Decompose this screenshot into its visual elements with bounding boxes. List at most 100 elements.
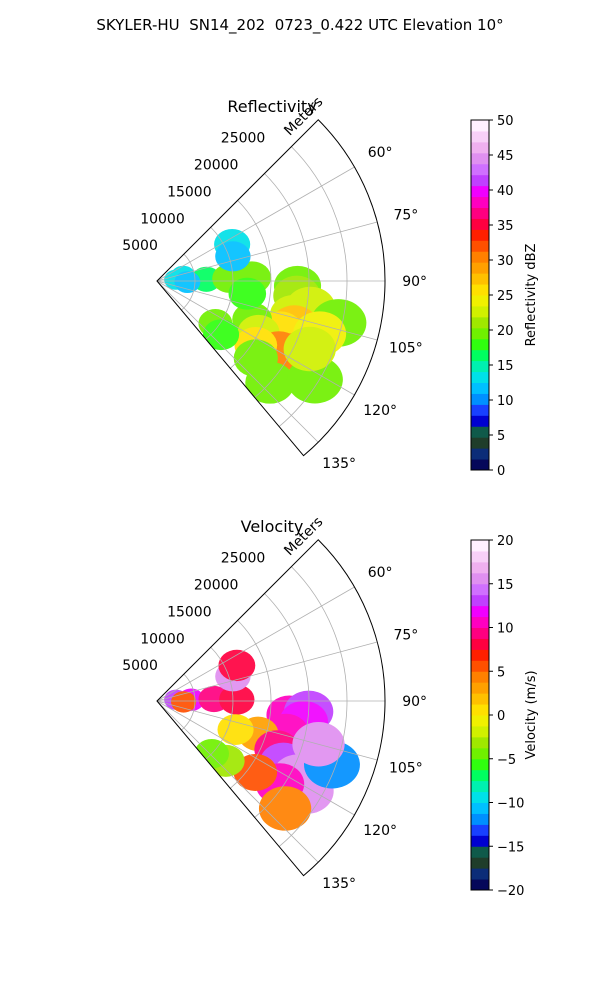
colorbar-swatch [471,736,489,749]
colorbar-tick-label: 5 [497,665,505,680]
colorbar-swatch [471,638,489,650]
angle-tick-label: 105° [389,341,423,357]
colorbar-swatch [471,616,489,628]
colorbar-swatch [471,660,489,672]
colorbar-swatch [471,338,489,351]
colorbar-swatch [471,437,489,449]
angle-tick-label: 120° [363,823,397,839]
colorbar-swatch [471,769,489,782]
angle-gridline [156,280,378,341]
angle-tick-label: 75° [393,207,418,223]
colorbar-tick-label: 40 [497,184,514,199]
colorbar-swatch [471,185,489,198]
angle-tick-label: 105° [389,761,423,777]
colorbar-swatch [471,426,489,438]
echo-cell [174,271,201,294]
colorbar-swatch [471,273,489,285]
colorbar-tick-label: 0 [497,709,505,724]
angle-tick-label: 120° [363,403,397,419]
colorbar-swatch [471,682,489,694]
colorbar-swatch [471,824,489,836]
colorbar-swatch [471,218,489,230]
panel-velocity: 5000 10000 15000 20000 25000 60° 75° 90° 105° 120… [122,514,539,899]
colorbar-swatch [471,583,489,596]
colorbar-swatch [471,758,489,771]
angle-gridline [156,586,355,702]
colorbar-label: Velocity (m/s) [524,670,539,759]
colorbar-swatch [471,305,489,318]
colorbar-tick-label: −20 [497,884,524,899]
echo-cell [171,691,197,713]
range-tick-label: 25000 [221,131,266,147]
colorbar-swatch [471,649,489,661]
colorbar-swatch [471,327,489,340]
range-tick-label: 15000 [167,184,212,200]
echo-cell [283,326,336,372]
panel-title: Reflectivity [227,97,316,116]
colorbar-swatch [471,780,489,793]
colorbar-swatch [471,448,489,460]
colorbar-swatch [471,120,489,132]
angle-gridline [156,166,355,282]
range-tick-label: 20000 [194,158,239,174]
colorbar-swatch [471,360,489,373]
colorbar-swatch [471,371,489,383]
sector-frame [156,539,386,877]
angle-tick-label: 60° [368,565,393,581]
colorbar-swatch [471,550,489,563]
echo-cell [228,277,267,310]
colorbar-swatch [471,382,489,394]
colorbar-swatch [471,725,489,738]
colorbar-tick-label: 10 [497,394,514,409]
range-tick-label: 20000 [194,578,239,594]
colorbar-swatch [471,316,489,329]
colorbar-swatch [471,627,489,639]
colorbar-swatch [471,207,489,219]
range-ring [205,646,234,760]
figure-title: SKYLER-HU SN14_202 0723_0.422 UTC Elevat… [96,16,504,34]
angle-gridline [156,700,378,761]
colorbar-swatch [471,229,489,241]
colorbar-tick-label: 10 [497,622,514,637]
colorbar-swatch [471,459,489,471]
colorbar-swatch [471,561,489,574]
colorbar-swatch [471,846,489,858]
colorbar-swatch [471,693,489,705]
colorbar-tick-label: −5 [497,753,516,768]
colorbar-swatch [471,704,489,716]
colorbar-swatch [471,879,489,891]
colorbar-swatch [471,295,489,307]
range-ring [181,253,196,311]
colorbar-swatch [471,130,489,143]
panel-reflectivity: 5000 10000 15000 20000 25000 60° 75° 90° 105° 120… [122,94,539,479]
colorbar-swatch [471,868,489,880]
range-tick-label: 5000 [122,658,158,674]
angle-tick-label: 135° [322,876,356,892]
angle-gridline [156,700,355,816]
range-ring [230,200,272,369]
colorbar-swatch [471,715,489,727]
echo-cell [233,754,278,791]
colorbar-label: Reflectivity dBZ [524,244,539,347]
echo-field [164,649,360,831]
colorbar-swatch [471,572,489,585]
colorbar-swatch [471,251,489,263]
colorbar-tick-label: −15 [497,840,524,855]
colorbar-tick-label: 50 [497,114,514,129]
colorbar-swatch [471,594,489,607]
colorbar-swatch [471,240,489,252]
range-ring [278,146,348,427]
colorbar-tick-label: 30 [497,254,514,269]
echo-cell [202,319,240,351]
colorbar-tick-label: 5 [497,429,505,444]
echo-cell [219,684,255,715]
colorbar-tick-label: 20 [497,534,514,549]
colorbar-tick-label: 15 [497,359,514,374]
angle-gridline [156,641,378,702]
colorbar: −20 −15 −10 −5 0 5 10 15 20 Velocity (m/s) [470,534,539,899]
colorbar-swatch [471,540,489,552]
echo-cell [258,786,312,831]
colorbar-swatch [471,835,489,847]
range-tick-label: 15000 [167,604,212,620]
colorbar-tick-label: 0 [497,464,505,479]
